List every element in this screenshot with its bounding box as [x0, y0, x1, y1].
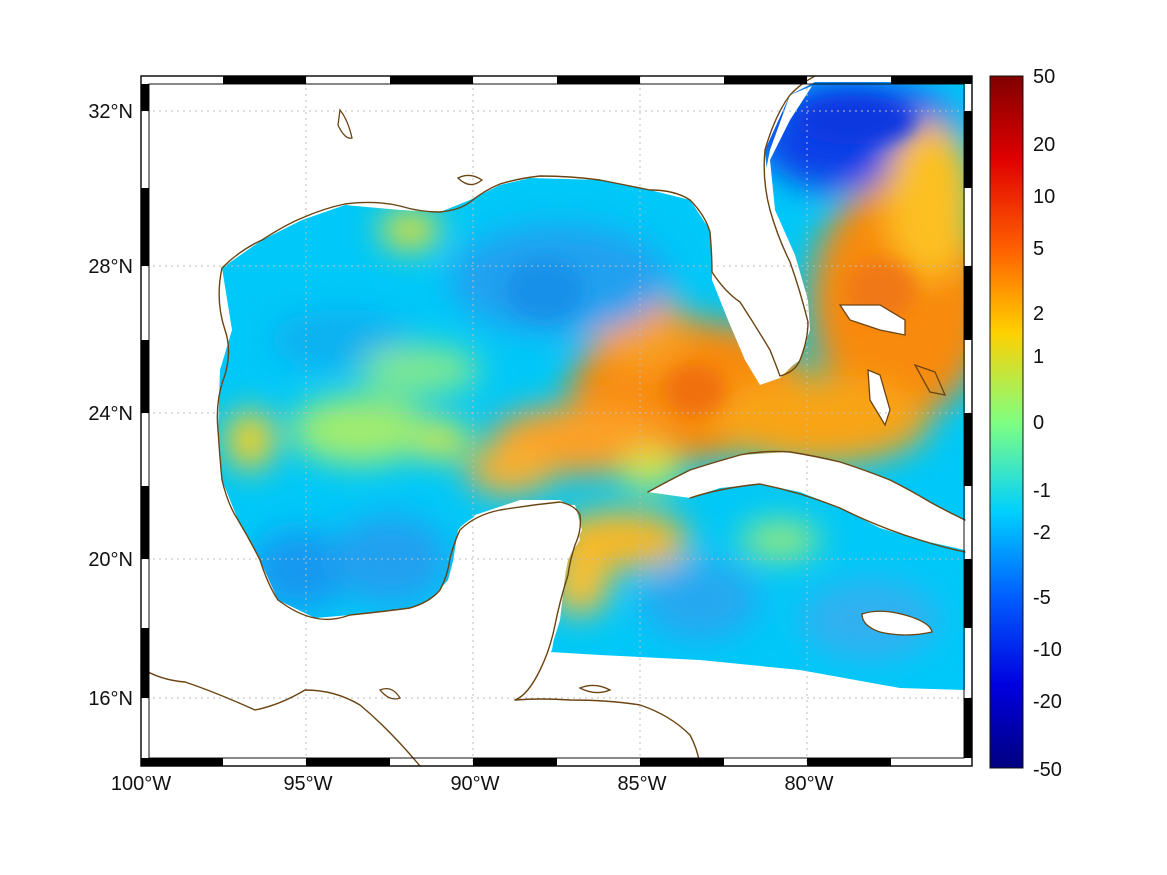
- colorbar-tick-label: -2: [1033, 522, 1051, 544]
- colorbar-tick-label: -5: [1033, 587, 1051, 609]
- colorbar-tick-label: 10: [1033, 186, 1055, 208]
- colorbar-tick-label: 1: [1033, 346, 1044, 368]
- y-tick-label: 32°N: [88, 101, 133, 123]
- x-tick-label: 80°W: [784, 773, 833, 795]
- colorbar-tick-label: 2: [1033, 303, 1044, 325]
- colorbar-tick-label: -1: [1033, 480, 1051, 502]
- colorbar-tick-label: 0: [1033, 412, 1044, 434]
- x-tick-label: 100°W: [111, 773, 171, 795]
- colorbar-labels: 50 20 10 5 2 1 0 -1 -2 -5 -10 -20 -50: [1033, 66, 1062, 781]
- colorbar: 50 20 10 5 2 1 0 -1 -2 -5 -10 -20 -50: [989, 66, 1062, 781]
- colorbar-tick-label: 20: [1033, 134, 1055, 156]
- colorbar-tick-label: -20: [1033, 691, 1062, 713]
- colorbar-tick-label: 5: [1033, 238, 1044, 260]
- y-axis-labels: 32°N 28°N 24°N 20°N 16°N: [88, 101, 133, 710]
- coastlines: [140, 75, 966, 767]
- x-tick-label: 95°W: [283, 773, 332, 795]
- x-axis-labels: 100°W 95°W 90°W 85°W 80°W: [111, 773, 834, 795]
- colorbar-tick-label: -50: [1033, 759, 1062, 781]
- x-tick-label: 90°W: [450, 773, 499, 795]
- y-tick-label: 24°N: [88, 403, 133, 425]
- data-field: [218, 82, 965, 690]
- land-masses: [430, 86, 965, 700]
- colorbar-tick-label: -10: [1033, 639, 1062, 661]
- colorbar-tick-label: 50: [1033, 66, 1055, 88]
- y-tick-label: 16°N: [88, 688, 133, 710]
- x-tick-label: 85°W: [617, 773, 666, 795]
- colorbar-gradient: [989, 75, 1024, 769]
- gridlines: [141, 76, 972, 766]
- map-frame: [140, 75, 973, 767]
- y-tick-label: 28°N: [88, 256, 133, 278]
- y-tick-label: 20°N: [88, 549, 133, 571]
